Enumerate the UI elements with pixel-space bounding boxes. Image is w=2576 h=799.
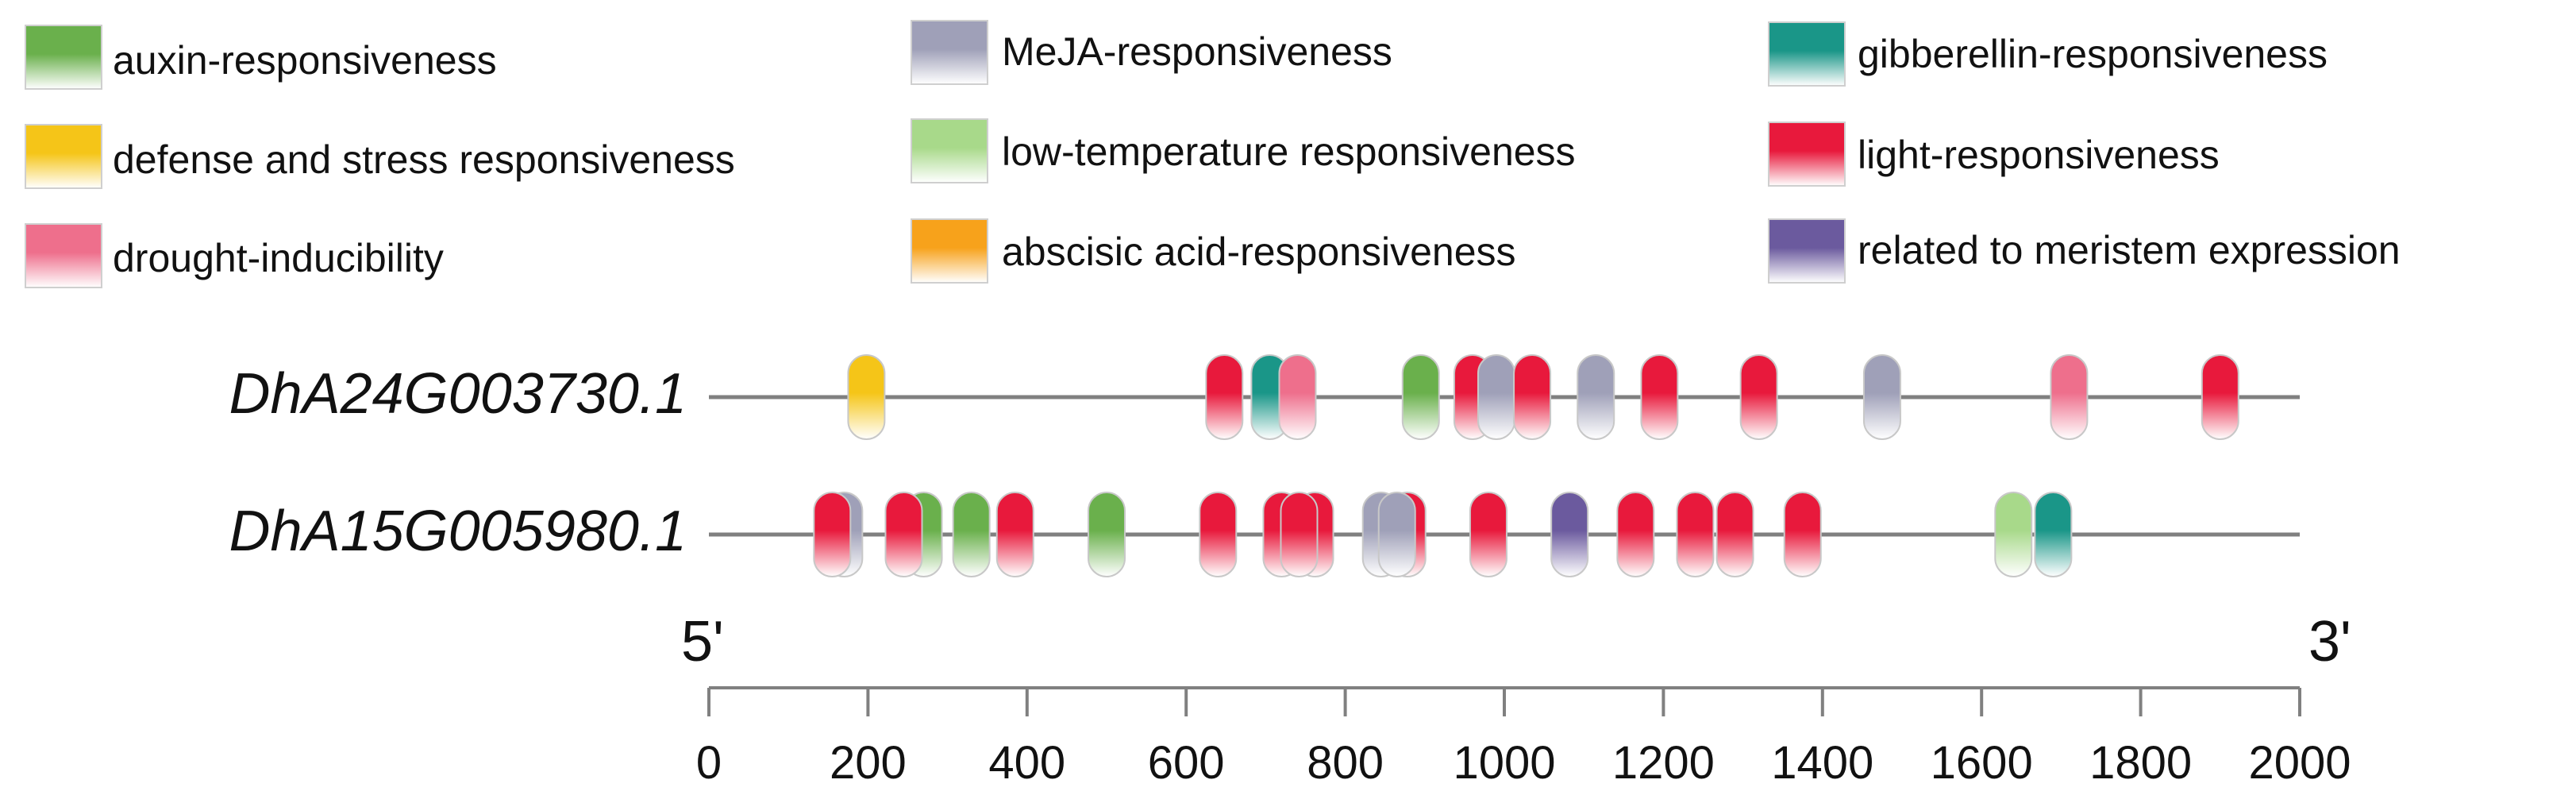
legend-swatch-light bbox=[1768, 122, 1846, 187]
legend-item-light: light-responsiveness bbox=[1768, 122, 2220, 187]
element-meja bbox=[1377, 492, 1416, 577]
legend-item-auxin: auxin-responsiveness bbox=[25, 25, 497, 90]
legend-label-meja: MeJA-responsiveness bbox=[1002, 29, 1392, 74]
legend-label-meristem: related to meristem expression bbox=[1858, 228, 2401, 272]
element-light bbox=[1739, 354, 1778, 440]
legend-swatch-gibberellin bbox=[1768, 21, 1846, 87]
element-light bbox=[2201, 354, 2239, 440]
element-light bbox=[1676, 492, 1715, 577]
axis-tick-label: 1600 bbox=[1931, 737, 2033, 789]
legend-item-drought: drought-inducibility bbox=[25, 223, 444, 288]
axis-tick-label: 1400 bbox=[1771, 737, 1873, 789]
gene-label-1: DhA24G003730.1 bbox=[229, 362, 687, 426]
legend-swatch-meja bbox=[911, 20, 988, 85]
legend-label-auxin: auxin-responsiveness bbox=[113, 38, 497, 83]
legend-item-defense: defense and stress responsiveness bbox=[25, 124, 735, 189]
legend-swatch-aba bbox=[911, 218, 988, 284]
element-light bbox=[884, 492, 923, 577]
legend-item-aba: abscisic acid-responsiveness bbox=[911, 218, 1516, 284]
element-light bbox=[1783, 492, 1822, 577]
legend-item-meristem: related to meristem expression bbox=[1768, 218, 2401, 284]
element-light bbox=[1199, 492, 1238, 577]
legend-swatch-drought bbox=[25, 223, 102, 288]
gene-elements-1 bbox=[847, 354, 2239, 440]
legend-item-lowtemp: low-temperature responsiveness bbox=[911, 118, 1576, 183]
gene-row-2: DhA15G005980.1 bbox=[229, 492, 2300, 577]
legend-label-aba: abscisic acid-responsiveness bbox=[1002, 230, 1516, 274]
axis-tick-label: 200 bbox=[830, 737, 907, 789]
axis-tick-label: 0 bbox=[696, 737, 722, 789]
five-prime-label: 5' bbox=[681, 610, 724, 674]
legend-label-drought: drought-inducibility bbox=[113, 236, 444, 280]
element-gibberellin bbox=[2034, 492, 2073, 577]
gene-label-2: DhA15G005980.1 bbox=[229, 500, 687, 563]
element-defense bbox=[847, 354, 886, 440]
position-axis: 5' 3' 0 200 400 600 800 1000 1200 1400 1600 1800 2… bbox=[681, 610, 2351, 789]
axis-tick-label: 2000 bbox=[2248, 737, 2351, 789]
element-drought bbox=[1278, 354, 1317, 440]
element-auxin bbox=[952, 492, 991, 577]
legend-item-gibberellin: gibberellin-responsiveness bbox=[1768, 21, 2328, 87]
axis-tick-label: 600 bbox=[1148, 737, 1225, 789]
axis-tick-label: 1200 bbox=[1612, 737, 1715, 789]
axis-tick-label: 1800 bbox=[2089, 737, 2192, 789]
element-light bbox=[1205, 354, 1244, 440]
element-light bbox=[813, 492, 852, 577]
element-meja bbox=[1862, 354, 1901, 440]
legend: auxin-responsiveness MeJA-responsiveness… bbox=[25, 20, 2401, 288]
legend-label-lowtemp: low-temperature responsiveness bbox=[1002, 129, 1576, 174]
legend-label-defense: defense and stress responsiveness bbox=[113, 137, 735, 182]
element-auxin bbox=[1088, 492, 1126, 577]
element-light bbox=[1513, 354, 1552, 440]
axis-tick-label: 1000 bbox=[1453, 737, 1555, 789]
gene-row-1: DhA24G003730.1 bbox=[229, 354, 2300, 440]
legend-swatch-meristem bbox=[1768, 218, 1846, 284]
element-light bbox=[1469, 492, 1507, 577]
element-meja bbox=[1477, 354, 1515, 440]
element-light bbox=[1715, 492, 1754, 577]
axis-tick-label: 800 bbox=[1307, 737, 1384, 789]
element-auxin bbox=[1401, 354, 1440, 440]
element-light bbox=[1640, 354, 1679, 440]
legend-swatch-defense bbox=[25, 124, 102, 189]
legend-item-meja: MeJA-responsiveness bbox=[911, 20, 1392, 85]
element-light bbox=[995, 492, 1034, 577]
element-light bbox=[1616, 492, 1655, 577]
element-light bbox=[1280, 492, 1319, 577]
legend-swatch-auxin bbox=[25, 25, 102, 90]
three-prime-label: 3' bbox=[2308, 610, 2351, 674]
legend-swatch-lowtemp bbox=[911, 118, 988, 183]
axis-tick-label: 400 bbox=[988, 737, 1065, 789]
gene-elements-2 bbox=[813, 492, 2073, 577]
element-meristem bbox=[1550, 492, 1589, 577]
axis-ticks: 0 200 400 600 800 1000 1200 1400 1600 1800 2000 bbox=[696, 688, 2351, 789]
legend-label-gibberellin: gibberellin-responsiveness bbox=[1858, 32, 2328, 76]
element-lowtemp bbox=[1994, 492, 2033, 577]
legend-label-light: light-responsiveness bbox=[1858, 133, 2220, 177]
element-drought bbox=[2050, 354, 2089, 440]
element-meja bbox=[1577, 354, 1615, 440]
